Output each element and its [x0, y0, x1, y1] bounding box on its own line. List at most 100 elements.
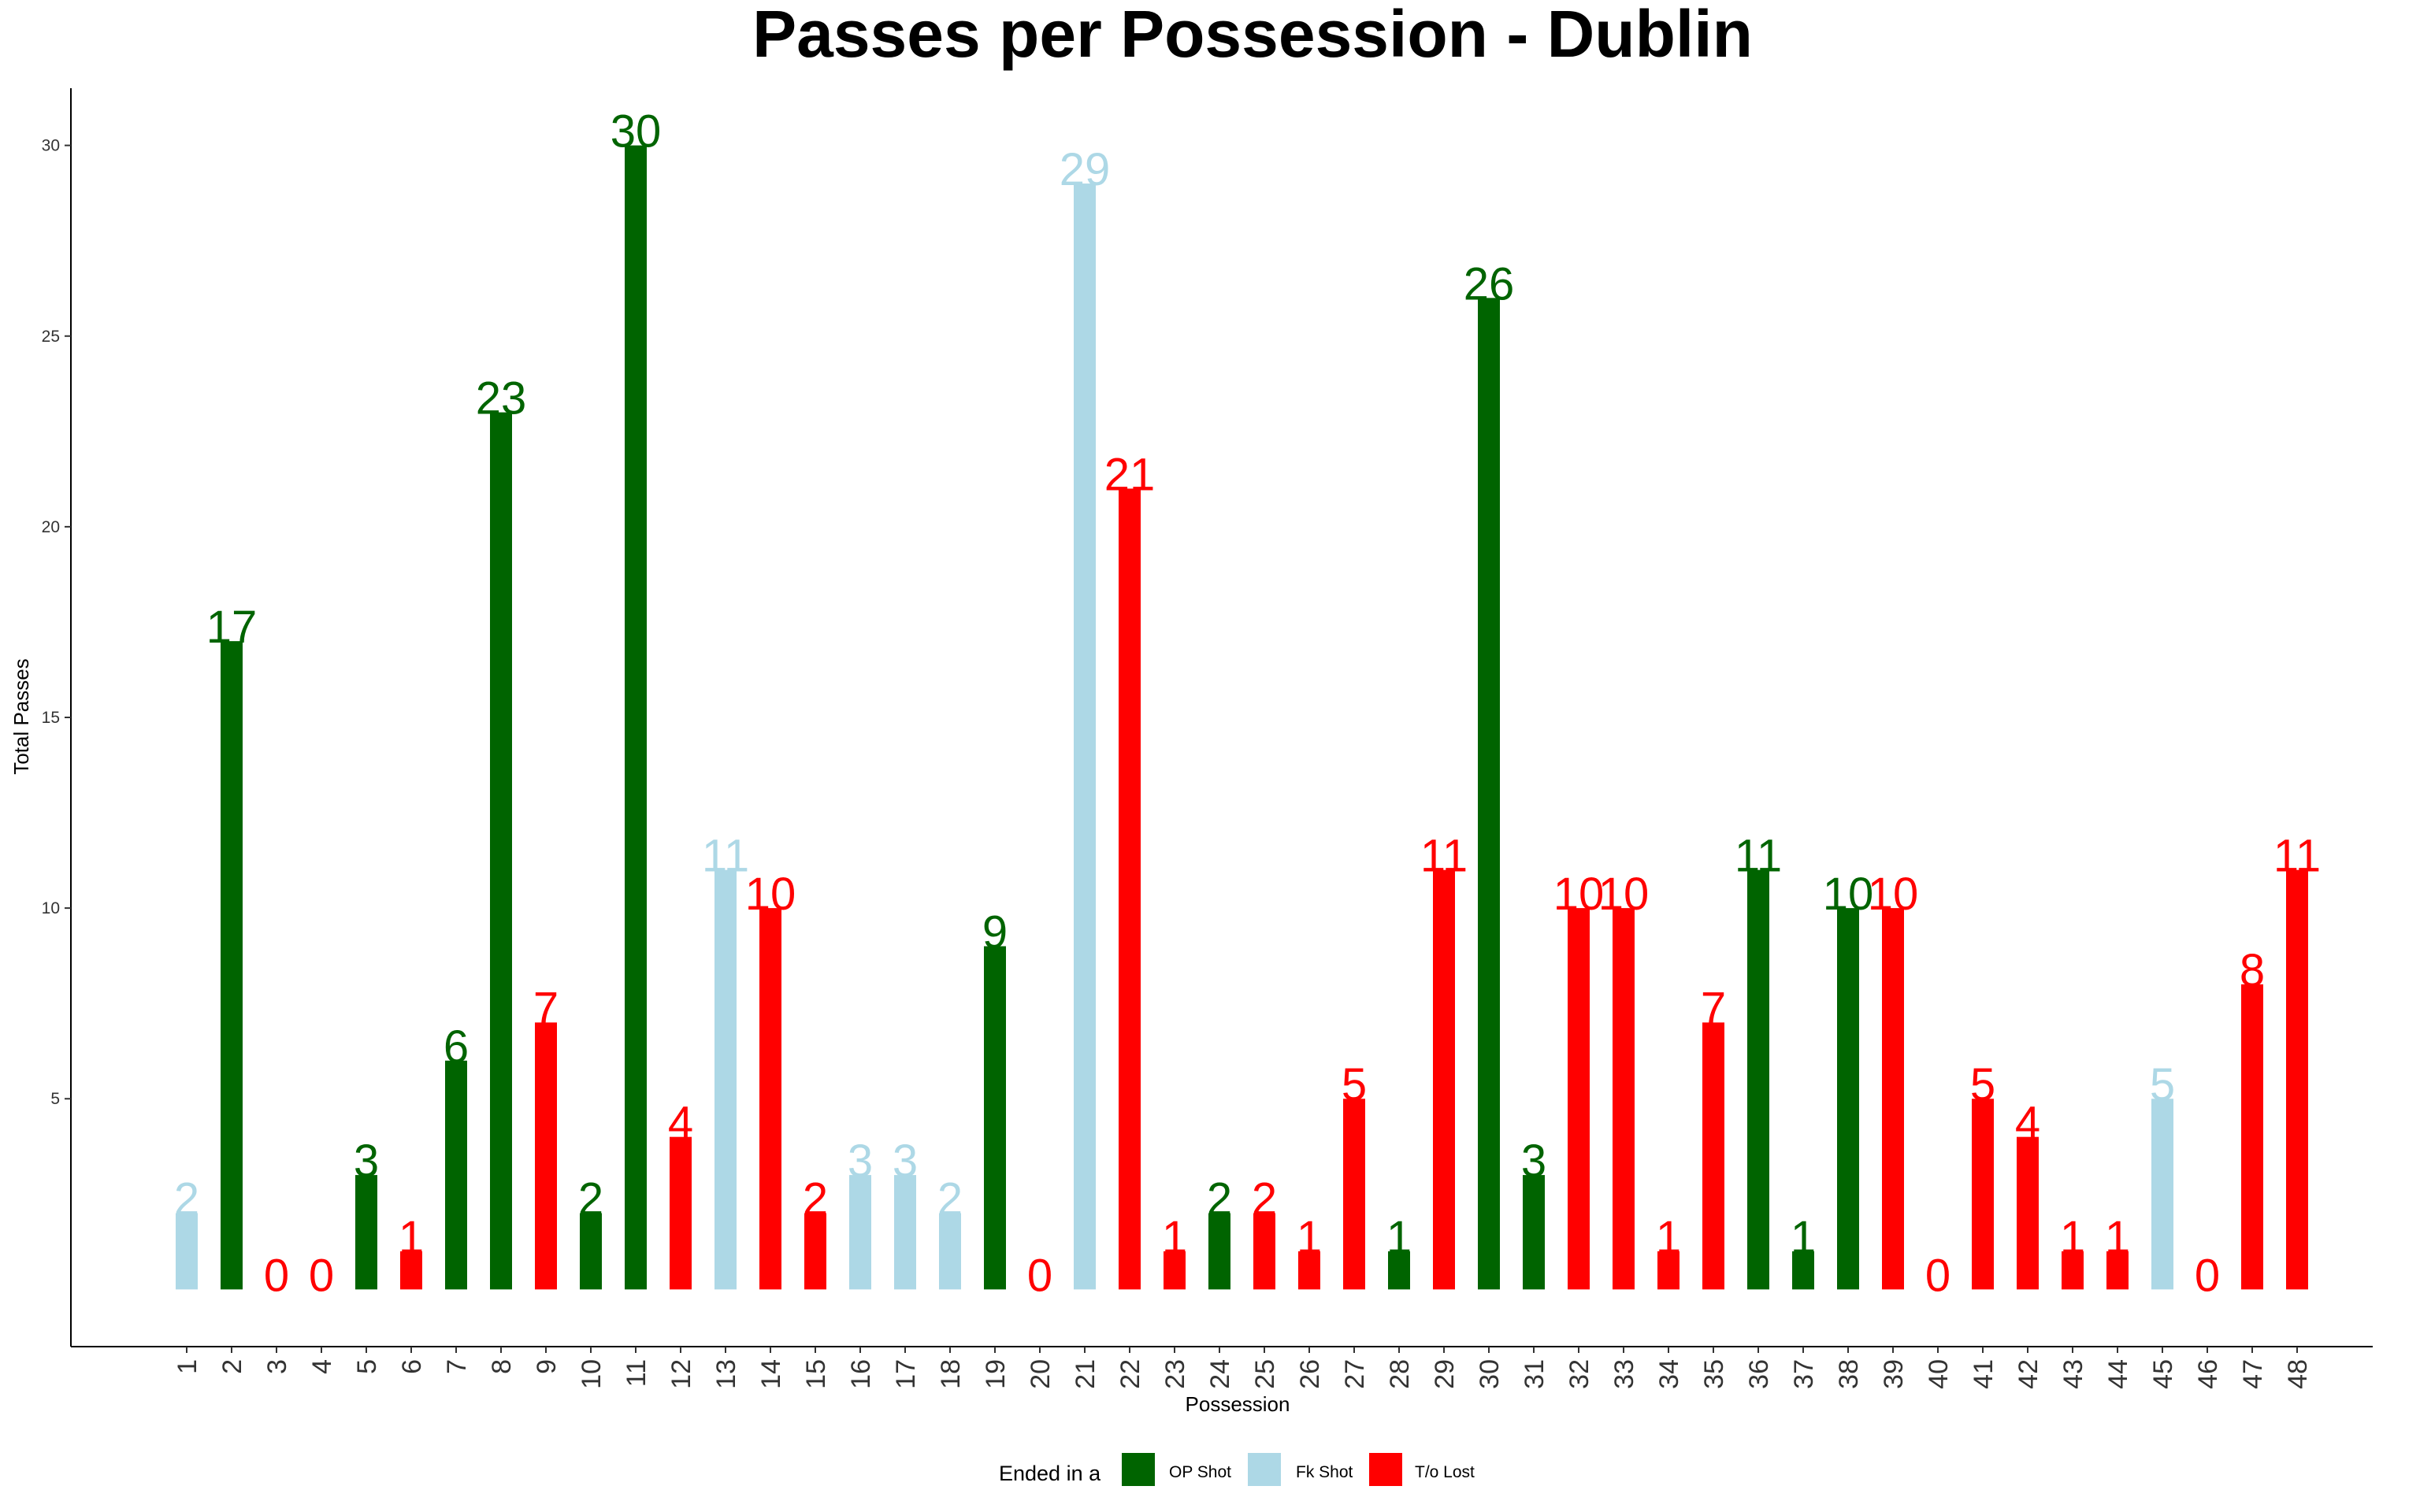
value-label: 11 — [1735, 831, 1782, 882]
value-label: 6 — [444, 1021, 469, 1073]
bar — [804, 1213, 826, 1290]
value-label: 1 — [1791, 1212, 1816, 1263]
bar — [1164, 1251, 1186, 1290]
x-tick-label: 23 — [1160, 1359, 1190, 1389]
x-tick-label: 2 — [217, 1359, 247, 1374]
bar — [894, 1175, 916, 1290]
legend-label-op: OP Shot — [1169, 1463, 1231, 1481]
value-label: 0 — [264, 1250, 289, 1301]
value-label: 10 — [1598, 869, 1650, 920]
bar — [714, 869, 737, 1290]
y-axis-title: Total Passes — [9, 658, 33, 774]
value-label: 23 — [476, 373, 527, 424]
x-tick-label: 22 — [1115, 1359, 1145, 1389]
x-tick-label: 38 — [1834, 1359, 1864, 1389]
value-label: 3 — [354, 1136, 379, 1187]
x-tick-label: 24 — [1205, 1359, 1235, 1389]
bar — [1253, 1213, 1275, 1290]
x-tick-label: 4 — [307, 1359, 337, 1374]
bar — [984, 946, 1006, 1290]
y-tick-label: 30 — [42, 137, 60, 155]
bar — [1657, 1251, 1680, 1290]
bar — [1882, 908, 1904, 1290]
x-tick-label: 45 — [2148, 1359, 2178, 1389]
bar — [2062, 1251, 2084, 1290]
value-label: 1 — [2060, 1212, 2085, 1263]
x-tick-label: 18 — [936, 1359, 966, 1389]
y-tick-label: 15 — [42, 709, 60, 727]
x-tick-label: 10 — [577, 1359, 607, 1389]
bar — [1388, 1251, 1410, 1290]
bar — [2017, 1136, 2039, 1290]
y-tick-label: 5 — [50, 1090, 60, 1108]
value-label: 2 — [578, 1174, 603, 1225]
bar — [1568, 908, 1590, 1290]
value-label: 10 — [1553, 869, 1605, 920]
x-tick-label: 48 — [2283, 1359, 2313, 1389]
value-label: 3 — [848, 1136, 873, 1187]
bar — [580, 1213, 602, 1290]
x-tick-label: 13 — [711, 1359, 741, 1389]
value-label: 0 — [309, 1250, 334, 1301]
x-tick-label: 19 — [981, 1359, 1011, 1389]
value-label: 3 — [1521, 1136, 1546, 1187]
x-tick-label: 20 — [1026, 1359, 1056, 1389]
legend: Ended in a OP Shot Fk Shot T/o Lost — [999, 1453, 1475, 1486]
x-tick-label: 47 — [2238, 1359, 2268, 1389]
bar — [1792, 1251, 1814, 1290]
y-tick-label: 10 — [42, 899, 60, 917]
value-label: 3 — [893, 1136, 918, 1187]
legend-swatch-op — [1122, 1453, 1155, 1486]
value-label: 29 — [1060, 144, 1111, 195]
x-tick-label: 41 — [1969, 1359, 1999, 1389]
x-tick-label: 43 — [2058, 1359, 2088, 1389]
bar — [1702, 1022, 1724, 1290]
x-tick-label: 34 — [1654, 1359, 1684, 1389]
bar — [490, 412, 512, 1290]
value-label: 30 — [611, 106, 662, 158]
value-label: 1 — [399, 1212, 424, 1263]
x-tick-label: 32 — [1564, 1359, 1594, 1389]
value-label: 7 — [1701, 983, 1726, 1034]
y-tick-label: 25 — [42, 328, 60, 346]
x-tick-label: 15 — [801, 1359, 831, 1389]
bar — [1074, 183, 1096, 1290]
bar — [1298, 1251, 1320, 1290]
bar — [176, 1213, 198, 1290]
bar — [1837, 908, 1859, 1290]
bar — [939, 1213, 961, 1290]
bar — [849, 1175, 871, 1290]
legend-label-fk: Fk Shot — [1296, 1463, 1353, 1481]
value-label: 0 — [1925, 1250, 1950, 1301]
x-tick-label: 11 — [622, 1359, 651, 1387]
bar — [221, 641, 243, 1290]
x-tick-label: 14 — [756, 1359, 786, 1389]
legend-swatch-to — [1369, 1453, 1402, 1486]
legend-swatch-fk — [1248, 1453, 1281, 1486]
x-tick-label: 27 — [1340, 1359, 1370, 1389]
x-axis: 1 2 3 4 5 6 7 8 9 10 11 12 13 14 15 16 17 18 19 20 21 22 23 24 2… — [71, 1346, 2373, 1389]
bar — [1523, 1175, 1545, 1290]
bar — [400, 1251, 422, 1290]
bar — [445, 1060, 467, 1290]
bar — [2106, 1251, 2129, 1290]
x-tick-label: 25 — [1250, 1359, 1280, 1389]
bar — [1208, 1213, 1230, 1290]
legend-label-to: T/o Lost — [1415, 1463, 1475, 1481]
x-tick-label: 3 — [262, 1359, 292, 1374]
value-label: 10 — [745, 869, 796, 920]
bar — [355, 1175, 377, 1290]
bar — [670, 1136, 692, 1290]
x-tick-label: 21 — [1071, 1359, 1101, 1389]
x-tick-label: 42 — [2014, 1359, 2043, 1389]
value-label: 5 — [1342, 1059, 1367, 1110]
chart-title: Passes per Possession - Dublin — [752, 0, 1753, 71]
bar — [2286, 869, 2308, 1290]
value-label: 2 — [1207, 1174, 1232, 1225]
value-label: 26 — [1464, 258, 1515, 309]
x-tick-label: 28 — [1385, 1359, 1415, 1389]
bar — [1613, 908, 1635, 1290]
value-label: 1 — [1656, 1212, 1681, 1263]
